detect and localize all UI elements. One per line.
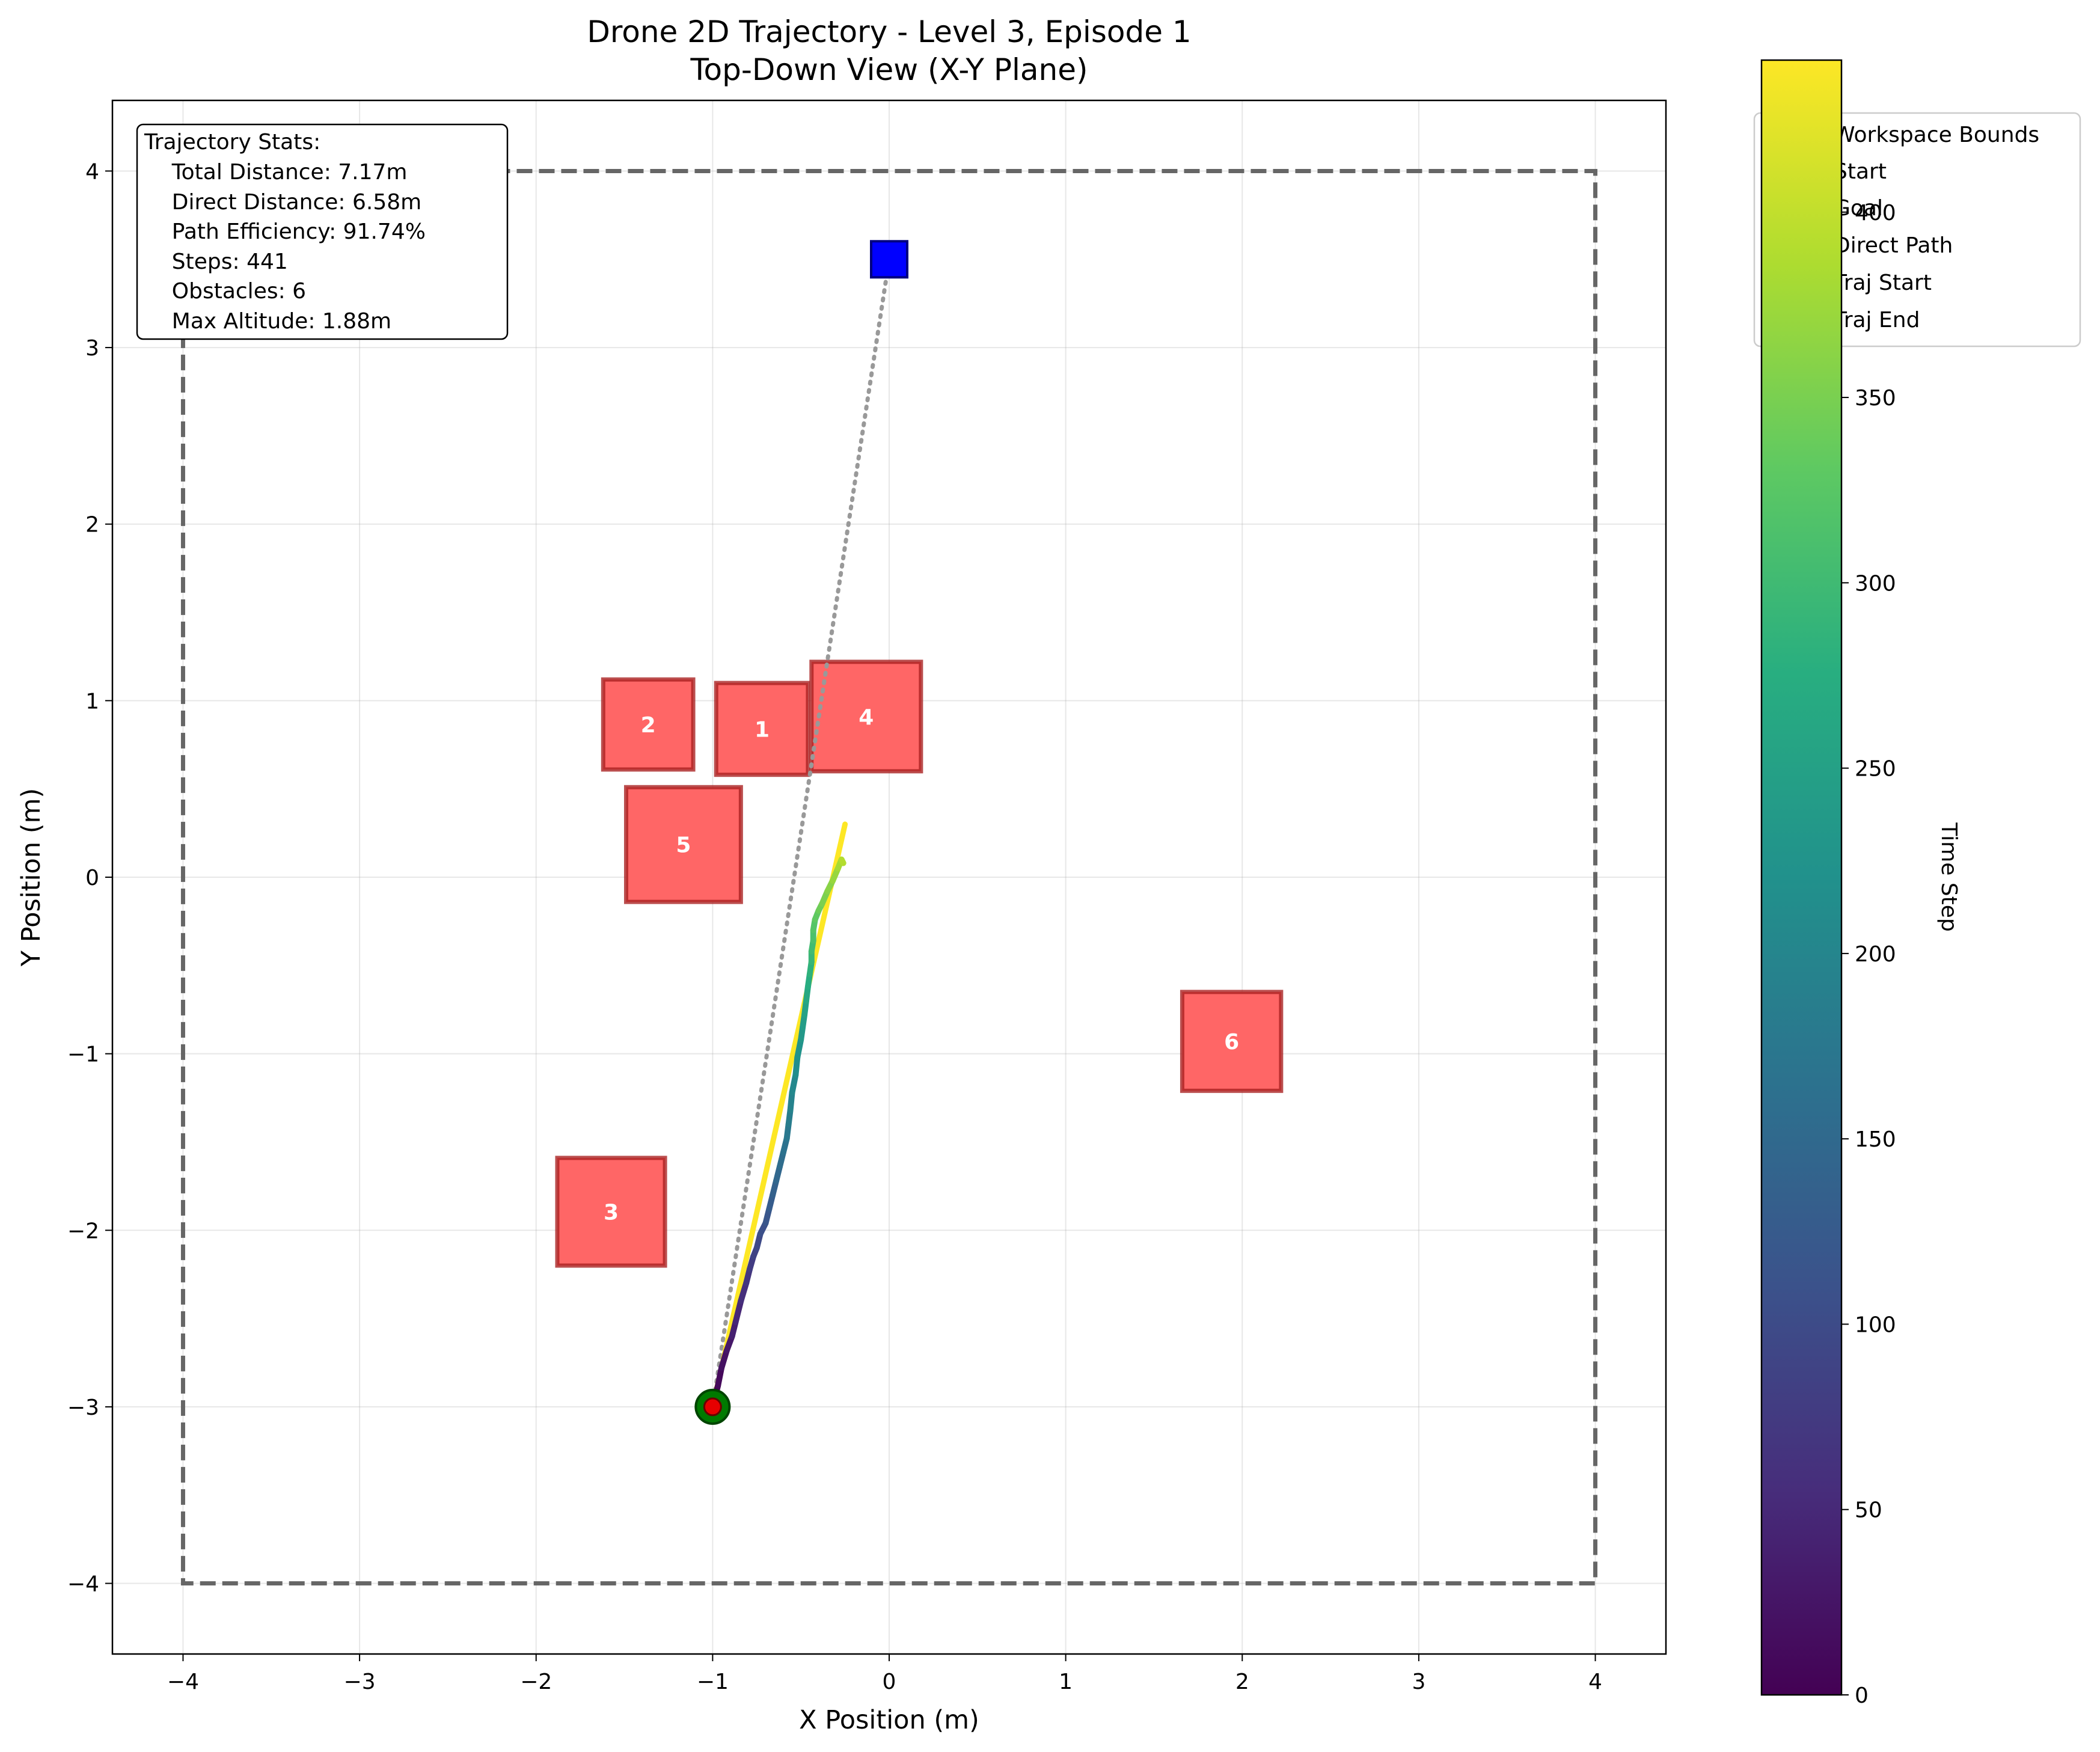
obstacle-label: 1 [755, 717, 770, 742]
direct-path [710, 257, 892, 1409]
colorbar-tick-label: 0 [1855, 1683, 1869, 1708]
workspace-bounds [180, 168, 1598, 1586]
obstacle-2 [601, 677, 696, 772]
obstacle-4 [809, 660, 923, 774]
stats-line: Obstacles: 6 [144, 279, 306, 304]
stats-line: Path Efficiency: 91.74% [144, 219, 426, 244]
obstacle-label: 4 [859, 705, 874, 730]
stats-line: Max Altitude: 1.88m [144, 309, 391, 334]
y-tick-label: 1 [85, 689, 99, 714]
legend-item-traj-start: Traj Start [1833, 271, 1932, 295]
traj-start-marker [703, 1397, 722, 1417]
colorbar-tick-label: 400 [1855, 201, 1896, 225]
y-tick-label: 4 [85, 159, 99, 184]
colorbar-tick-label: 300 [1855, 571, 1896, 596]
colorbar: 0 50 100 150 200 250 300 350 400 Time Step [1760, 59, 1961, 1708]
obstacle-label: 3 [604, 1200, 619, 1225]
obstacle-5 [623, 785, 743, 904]
y-tick-label: −1 [67, 1043, 99, 1067]
trajectory-return-segment [709, 821, 848, 1410]
legend-item-traj-end: Traj End [1833, 308, 1920, 332]
colorbar-tick-label: 200 [1855, 942, 1896, 967]
y-tick-label: −4 [67, 1572, 99, 1597]
y-tick-label: 0 [85, 866, 99, 890]
x-tick-label: −1 [697, 1670, 729, 1694]
x-tick-label: 3 [1412, 1670, 1425, 1694]
trajectory-segment [718, 1347, 730, 1371]
x-axis-ticks: −4 −3 −2 −1 0 1 2 3 4 [167, 1654, 1602, 1694]
obstacle-3 [555, 1156, 667, 1268]
chart-title: Drone 2D Trajectory - Level 3, Episode 1 [587, 14, 1191, 49]
stats-line: Trajectory Stats: [144, 130, 320, 155]
x-tick-label: −2 [520, 1670, 552, 1694]
legend-item-workspace-bounds: Workspace Bounds [1834, 123, 2039, 147]
goal-marker [870, 240, 908, 279]
trajectory-stats-box: Trajectory Stats: Total Distance: 7.17m … [136, 123, 509, 340]
y-tick-label: 2 [85, 513, 99, 538]
y-tick-label: −2 [67, 1219, 99, 1243]
x-tick-label: 1 [1059, 1670, 1073, 1694]
trajectory-segment [838, 856, 846, 866]
obstacle-label: 2 [641, 713, 656, 738]
stats-line: Direct Distance: 6.58m [144, 190, 421, 215]
colorbar-tick-label: 50 [1855, 1498, 1882, 1523]
x-tick-label: 2 [1235, 1670, 1249, 1694]
obstacle-6 [1180, 990, 1284, 1093]
x-tick-label: 0 [883, 1670, 896, 1694]
x-tick-label: 4 [1588, 1670, 1602, 1694]
colorbar-tick-label: 250 [1855, 757, 1896, 782]
colorbar-tick-label: 350 [1855, 386, 1896, 411]
obstacle-1 [714, 681, 810, 777]
x-tick-label: −4 [167, 1670, 199, 1694]
stats-line: Steps: 441 [144, 250, 288, 274]
trajectory-segment [738, 1280, 750, 1304]
trajectory-segment [732, 1297, 744, 1325]
y-tick-label: 3 [85, 336, 99, 361]
obstacle-label: 6 [1224, 1030, 1239, 1055]
x-axis-label: X Position (m) [799, 1705, 979, 1735]
legend-item-start: Start [1834, 159, 1887, 184]
colorbar-tick-label: 150 [1855, 1127, 1896, 1152]
chart-subtitle: Top-Down View (X-Y Plane) [690, 52, 1088, 87]
y-axis-label: Y Position (m) [16, 788, 46, 967]
obstacle-label: 5 [676, 833, 691, 858]
colorbar-tick-label: 100 [1855, 1312, 1896, 1337]
x-tick-label: −3 [344, 1670, 376, 1694]
colorbar-label: Time Step [1936, 822, 1961, 932]
y-tick-label: −3 [67, 1395, 99, 1420]
y-axis-ticks: −4 −3 −2 −1 0 1 2 3 4 [67, 159, 112, 1597]
plot-content: 1 2 3 4 5 6 [180, 168, 1598, 1586]
legend-item-direct-path: Direct Path [1834, 233, 1953, 258]
stats-line: Total Distance: 7.17m [144, 160, 408, 185]
colorbar-ticks: 0 50 100 150 200 250 300 350 400 [1841, 201, 1896, 1708]
plot-area [112, 100, 1666, 1654]
colorbar-gradient [1760, 59, 1843, 1696]
